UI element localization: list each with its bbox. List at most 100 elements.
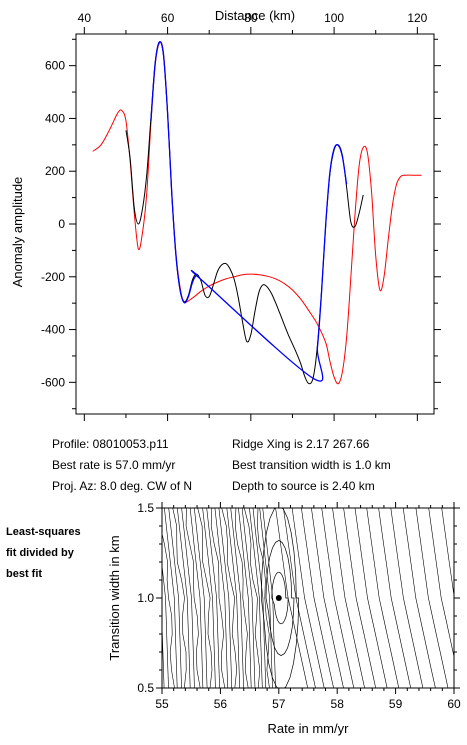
contour-line xyxy=(185,508,201,688)
contour-x-tick-label: 57 xyxy=(272,697,286,711)
misfit-contours xyxy=(0,508,454,688)
contour-line xyxy=(354,508,388,688)
contour-caption-line-1: Least-squares xyxy=(6,526,81,538)
contour-line xyxy=(244,508,261,688)
contour-line xyxy=(214,508,228,688)
contour-line xyxy=(94,508,106,688)
contour-line xyxy=(162,532,175,688)
contour-line xyxy=(415,508,449,688)
contour-line xyxy=(390,508,424,688)
contour-line xyxy=(366,508,400,688)
contour-line xyxy=(230,508,244,688)
x-tick-label: 120 xyxy=(407,11,427,25)
contour-x-tick-label: 56 xyxy=(214,697,228,711)
contour-y-tick-label: 0.5 xyxy=(137,681,154,695)
contour-line xyxy=(202,508,216,688)
best-rate: Best rate is 57.0 mm/yr xyxy=(52,458,176,472)
contour-line xyxy=(162,615,165,688)
contour-line xyxy=(88,508,101,688)
contour-line xyxy=(249,508,263,688)
profile-y-axis-label: Anomaly amplitude xyxy=(10,177,25,288)
best-transition-width: Best transition width is 1.0 km xyxy=(232,458,391,472)
profile-chart: 40 60 80 100 120 -600 -400 -200 0 200 400 600 Dista… xyxy=(10,8,441,421)
contour-line xyxy=(259,508,273,688)
observed-curve-black xyxy=(125,41,364,385)
contour-line xyxy=(0,508,1,688)
contour-line xyxy=(210,508,226,688)
contour-x-axis-label: Rate in mm/yr xyxy=(268,721,350,736)
y-tick-label: 400 xyxy=(45,111,65,125)
contour-line xyxy=(291,508,325,688)
ridge-crossing: Ridge Xing is 2.17 267.66 xyxy=(232,437,370,451)
contour-caption-line-3: best fit xyxy=(6,568,43,580)
contour-line xyxy=(168,508,182,688)
y-tick-label: -200 xyxy=(41,270,65,284)
contour-line xyxy=(221,508,238,688)
profile-series xyxy=(92,41,422,385)
x-tick-label: 40 xyxy=(78,11,92,25)
contour-line xyxy=(332,508,365,688)
x-tick-label: 80 xyxy=(244,11,258,25)
contour-line xyxy=(172,508,187,688)
contour-line xyxy=(402,508,436,688)
contour-y-tick-label: 1.0 xyxy=(137,591,154,605)
contour-line xyxy=(428,508,454,659)
y-tick-label: 200 xyxy=(45,164,65,178)
contour-line xyxy=(252,508,267,688)
y-tick-label: -400 xyxy=(41,323,65,337)
contour-line xyxy=(262,508,276,688)
profile-x-axis-label: Distance (km) xyxy=(215,8,295,23)
profile-ticks xyxy=(69,27,441,421)
contour-line xyxy=(321,508,355,688)
contour-line xyxy=(164,508,178,688)
contour-line xyxy=(124,508,137,688)
contour-line xyxy=(206,508,220,688)
contour-line xyxy=(441,508,454,599)
contour-caption-line-2: fit divided by xyxy=(6,547,74,559)
contour-line xyxy=(162,562,169,688)
profile-tick-labels: 40 60 80 100 120 -600 -400 -200 0 200 400 600 xyxy=(41,11,428,389)
contour-caption: Least-squares fit divided by best fit xyxy=(6,522,81,585)
contour-tick-labels: 55 56 57 58 59 60 0.5 1.0 1.5 xyxy=(137,501,461,711)
contour-y-tick-label: 1.5 xyxy=(137,501,154,515)
profile-frame xyxy=(75,33,435,415)
contour-line xyxy=(283,508,316,688)
contour-y-axis-label: Transition width in km xyxy=(107,535,122,660)
contour-line xyxy=(271,571,289,625)
x-tick-label: 100 xyxy=(324,11,344,25)
contour-line xyxy=(311,508,344,688)
model-curve-red xyxy=(92,41,422,385)
contour-line xyxy=(181,508,195,688)
contour-x-tick-label: 59 xyxy=(389,697,403,711)
projection-azimuth: Proj. Az: 8.0 deg. CW of N xyxy=(52,479,193,493)
profile-name: Profile: 08010053.p11 xyxy=(52,437,169,451)
contour-chart: 55 56 57 58 59 60 0.5 1.0 1.5 Rate in mm/yr Tran… xyxy=(0,501,461,736)
fit-curve-blue xyxy=(150,41,348,382)
y-tick-label: 600 xyxy=(45,59,65,73)
contour-x-tick-label: 58 xyxy=(331,697,345,711)
contour-line xyxy=(177,508,191,688)
contour-line xyxy=(194,508,208,688)
contour-line xyxy=(260,508,300,688)
contour-line xyxy=(378,508,411,688)
contour-line xyxy=(238,508,252,688)
contour-line xyxy=(83,508,96,688)
contour-line xyxy=(218,508,232,688)
contour-line xyxy=(265,539,295,657)
contour-x-tick-label: 60 xyxy=(447,697,461,711)
x-tick-label: 60 xyxy=(161,11,175,25)
y-tick-label: -600 xyxy=(41,375,65,389)
contour-line xyxy=(241,508,256,688)
y-tick-label: 0 xyxy=(58,217,65,231)
best-fit-point xyxy=(275,595,282,601)
contour-line xyxy=(343,508,376,688)
contour-line xyxy=(234,508,249,688)
source-depth: Depth to source is 2.40 km xyxy=(232,479,375,493)
contour-x-tick-label: 55 xyxy=(155,697,169,711)
contour-line xyxy=(197,508,213,688)
contour-line xyxy=(121,508,134,688)
contour-line xyxy=(301,508,334,688)
contour-line xyxy=(226,508,240,688)
contour-line xyxy=(189,508,204,688)
